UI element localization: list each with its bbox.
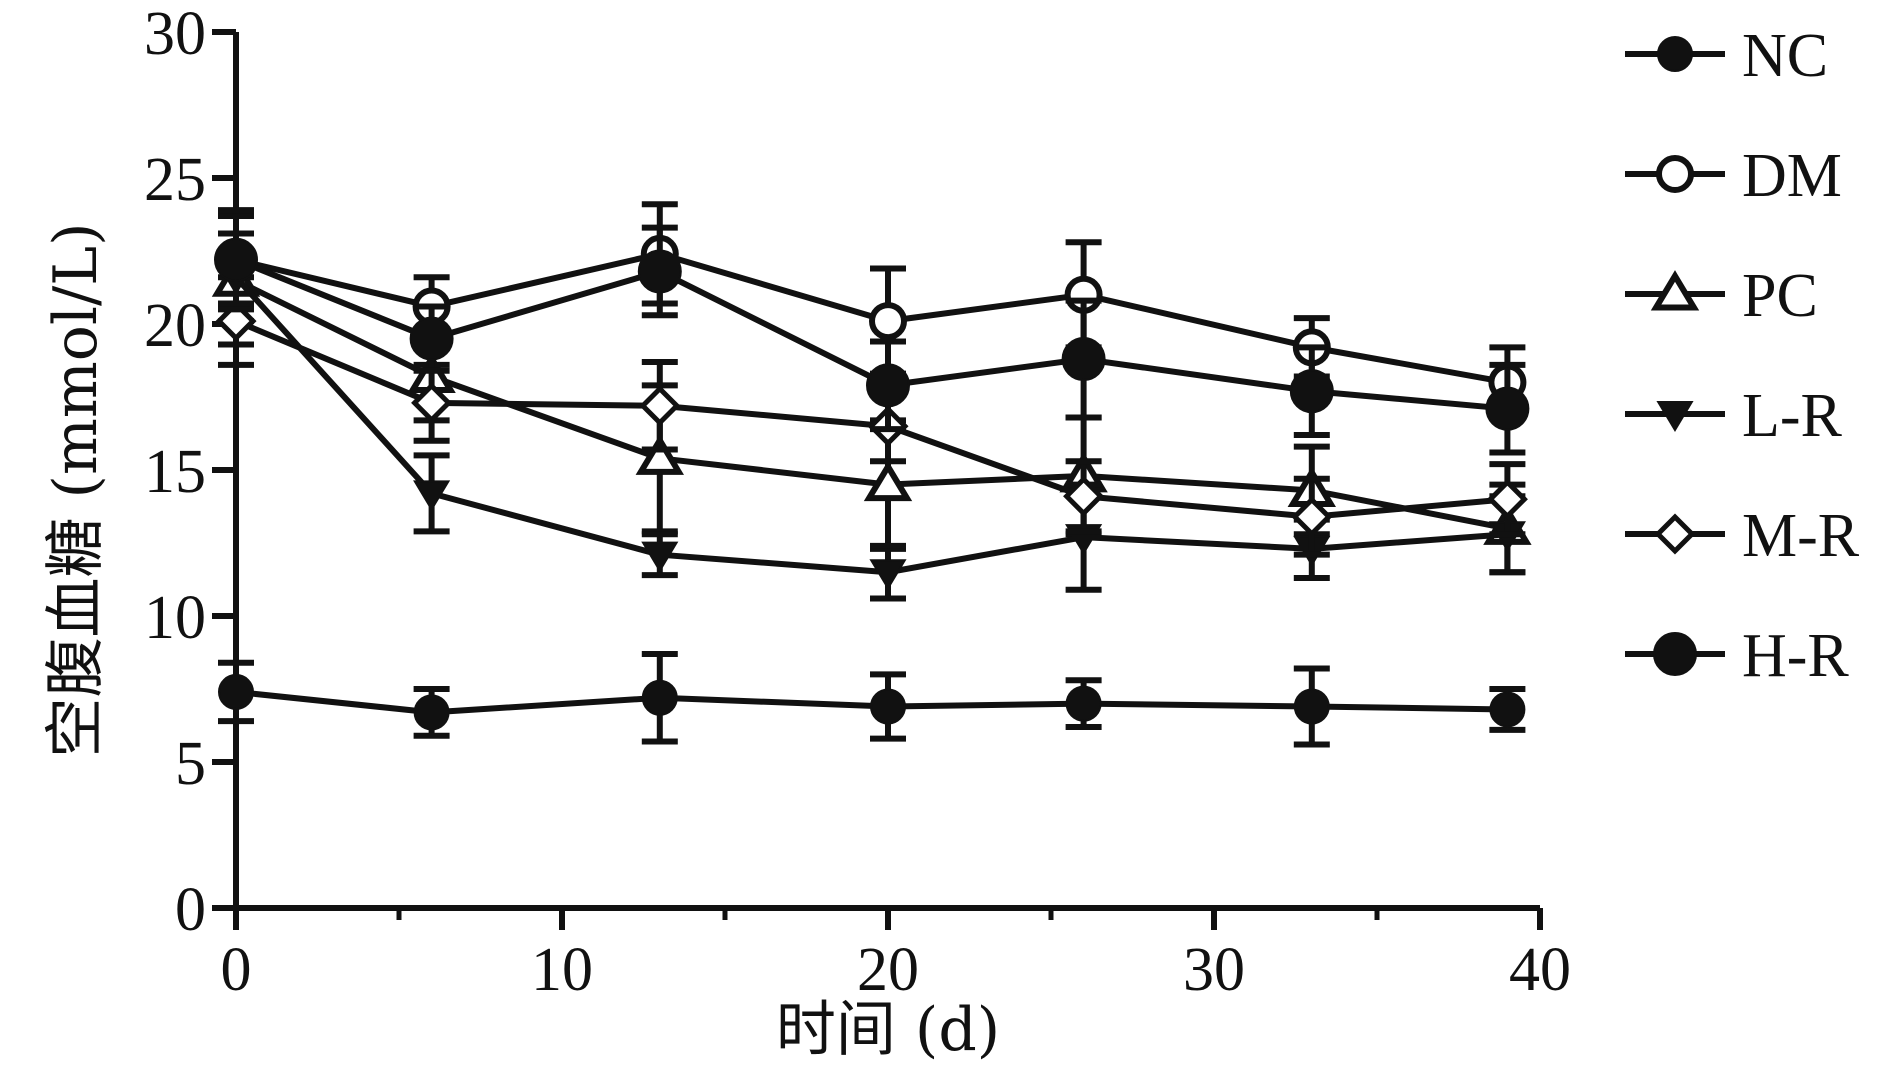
- legend-label: H-R: [1742, 622, 1849, 690]
- marker-diamond-open: [411, 382, 453, 424]
- x-tick-label: 20: [857, 936, 919, 1004]
- x-tick-label: 30: [1183, 936, 1245, 1004]
- series-l-r: [217, 230, 1526, 602]
- y-tick-label: 15: [144, 438, 206, 506]
- marker-circle-filled-large: [1485, 386, 1530, 431]
- marker-diamond-open: [1063, 475, 1105, 517]
- legend-item-h-r: H-R: [1625, 622, 1849, 690]
- y-tick-label: 25: [144, 146, 206, 214]
- marker-circle-filled-large: [866, 363, 910, 408]
- marker-circle-filled: [1489, 691, 1526, 728]
- marker-circle-filled-large: [637, 249, 682, 294]
- y-tick-label: 10: [144, 584, 206, 652]
- series-group: [211, 201, 1532, 748]
- marker-diamond-open: [639, 385, 681, 427]
- x-axis-title: 时间 (d): [776, 995, 1000, 1065]
- marker-diamond-open: [1486, 478, 1528, 520]
- marker-circle-filled-large: [214, 237, 258, 282]
- y-tick-label: 0: [175, 876, 206, 944]
- marker-circle-filled: [870, 688, 906, 725]
- legend-item-l-r: L-R: [1625, 382, 1843, 450]
- marker-circle-filled: [413, 694, 450, 731]
- marker-circle-filled-large: [1653, 632, 1697, 676]
- marker-triangle-down-filled: [1656, 401, 1694, 432]
- marker-diamond-open: [1654, 513, 1696, 555]
- legend-label: L-R: [1742, 382, 1843, 450]
- marker-circle-filled-large: [409, 316, 454, 361]
- legend-label: M-R: [1742, 502, 1860, 570]
- marker-circle-open: [869, 302, 907, 341]
- legend-item-pc: PC: [1625, 262, 1818, 330]
- legend-item-dm: DM: [1625, 142, 1842, 210]
- marker-triangle-up-open: [1650, 270, 1700, 311]
- marker-diamond-open: [215, 300, 257, 342]
- legend-label: DM: [1742, 142, 1842, 210]
- y-axis-title: 空腹血糖 (mmol/L): [41, 222, 111, 757]
- marker-circle-filled: [218, 673, 254, 710]
- y-tick-label: 30: [144, 0, 206, 68]
- marker-circle-filled: [641, 679, 678, 716]
- x-ticks: 0 10 20 30 40: [221, 908, 1571, 1004]
- legend-label: PC: [1742, 262, 1818, 330]
- marker-circle-open: [1656, 155, 1694, 193]
- marker-triangle-up-open: [863, 460, 913, 502]
- marker-circle-filled: [1293, 688, 1330, 725]
- legend-item-nc: NC: [1625, 22, 1828, 90]
- x-tick-label: 10: [531, 936, 593, 1004]
- series-h-r: [214, 207, 1530, 456]
- marker-diamond-open: [1291, 496, 1333, 538]
- legend: NC DM PC L-R M-R H-R: [1625, 22, 1860, 690]
- y-ticks: 0 5 10 15 20 25 30: [144, 0, 236, 944]
- x-tick-label: 40: [1509, 936, 1571, 1004]
- marker-triangle-down-filled: [869, 559, 907, 591]
- y-tick-label: 5: [175, 730, 206, 798]
- x-tick-label: 0: [221, 936, 252, 1004]
- marker-triangle-down-filled: [641, 541, 679, 573]
- marker-circle-filled: [1657, 36, 1693, 72]
- marker-circle-filled-large: [1289, 369, 1334, 414]
- marker-circle-filled: [1065, 685, 1102, 722]
- marker-circle-filled-large: [1061, 337, 1106, 382]
- y-tick-label: 20: [144, 292, 206, 360]
- marker-triangle-up-open: [635, 434, 684, 475]
- legend-item-m-r: M-R: [1625, 502, 1860, 570]
- legend-label: NC: [1742, 22, 1828, 90]
- marker-triangle-down-filled: [413, 480, 451, 512]
- series-nc: [218, 650, 1526, 748]
